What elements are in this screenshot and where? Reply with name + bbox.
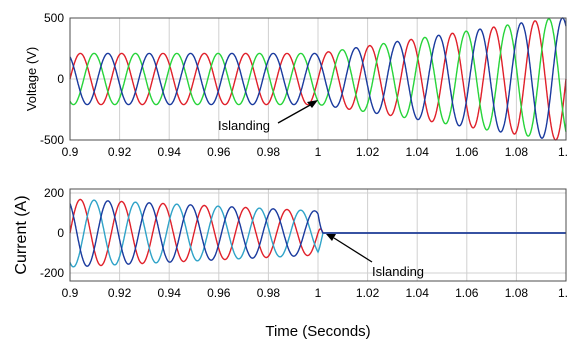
x-tick-label: 1 [315,286,322,300]
x-tick-label: 1.08 [505,286,529,300]
voltage-annotation-arrowhead [307,100,318,108]
voltage-series-group [69,17,567,141]
voltage-y-tick-labels: -500 0 500 [40,11,64,147]
y-tick-label: 500 [44,11,64,25]
x-tick-label: 1.02 [356,286,380,300]
x-tick-label: 1. [558,145,568,159]
current-plot-frame [69,188,567,282]
series-2-line [69,18,567,137]
x-tick-label: 1.08 [505,145,529,159]
voltage-y-axis-label: Voltage (V) [24,47,39,111]
current-x-axis-label: Time (Seconds) [265,323,370,340]
voltage-x-tick-labels: 0.9 0.92 0.94 0.96 0.98 1 1.02 1.04 1.06 1.08 1. [62,145,568,159]
series-1-line [69,20,567,141]
x-tick-label: 1. [558,286,568,300]
voltage-annotation-arrow [277,103,313,124]
x-tick-label: 1.06 [455,286,479,300]
x-tick-label: 1.06 [455,145,479,159]
current-annotation-arrowhead [326,234,336,241]
y-tick-label: 200 [44,186,64,200]
voltage-panel: 0.9 0.92 0.94 0.96 0.98 1 1.02 1.04 1.06 1.08 1. -… [24,11,568,159]
voltage-islanding-annotation: Islanding [218,100,318,133]
x-tick-label: 1.02 [356,145,380,159]
series-3-line [69,17,567,139]
x-tick-label: 0.96 [207,286,231,300]
current-panel: 0.9 0.92 0.94 0.96 0.98 1 1.02 1.04 1.06 1.08 1. -… [13,186,568,340]
x-tick-label: 0.92 [108,286,132,300]
series-3-line [69,200,566,267]
x-tick-label: 0.96 [207,145,231,159]
current-series-group [69,198,566,268]
x-tick-label: 0.98 [257,145,281,159]
current-annotation-arrow [333,237,373,263]
current-x-tick-labels: 0.9 0.92 0.94 0.96 0.98 1 1.02 1.04 1.06 1.08 1. [62,286,568,300]
y-tick-label: -500 [40,133,64,147]
x-tick-label: 0.9 [62,286,79,300]
x-tick-label: 0.92 [108,145,132,159]
x-tick-label: 1.04 [406,145,430,159]
x-tick-label: 0.94 [158,145,182,159]
y-tick-label: 0 [57,226,64,240]
x-tick-label: 0.9 [62,145,79,159]
voltage-annotation-label: Islanding [218,118,270,133]
current-y-tick-labels: -200 0 200 [40,186,64,280]
x-tick-label: 0.94 [158,286,182,300]
current-annotation-label: Islanding [372,264,424,279]
x-tick-label: 1 [315,145,322,159]
x-tick-label: 1.04 [406,286,430,300]
current-y-axis-label: Current (A) [13,195,30,274]
x-tick-label: 0.98 [257,286,281,300]
voltage-plot-frame [69,17,567,141]
y-tick-label: -200 [40,266,64,280]
y-tick-label: 0 [57,72,64,86]
current-islanding-annotation: Islanding [326,234,424,279]
